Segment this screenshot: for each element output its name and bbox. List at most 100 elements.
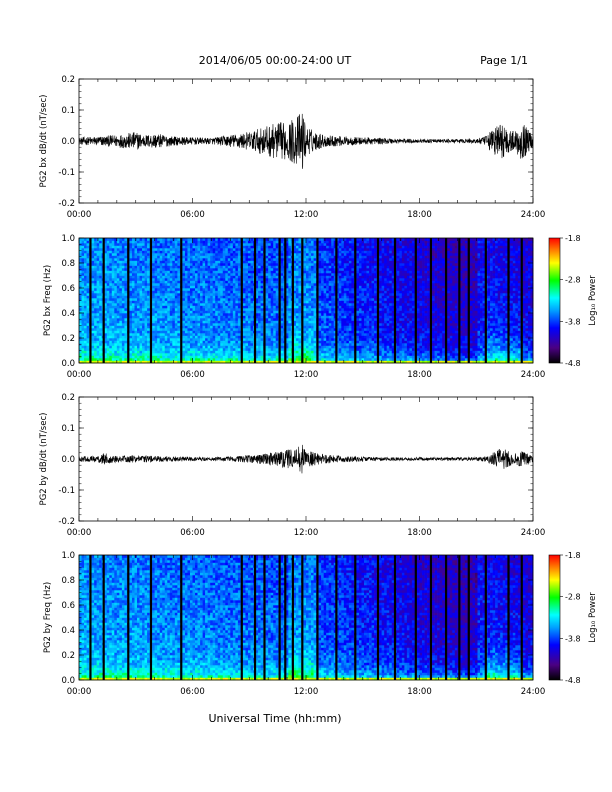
spectrogram-cell [139, 308, 143, 311]
spectrogram-cell [212, 338, 216, 341]
spectrogram-cell [86, 238, 90, 241]
spectrogram-cell [187, 325, 191, 329]
spectrogram-cell [195, 270, 198, 274]
spectrogram-cell [260, 303, 264, 306]
spectrogram-cell [202, 358, 206, 361]
spectrogram-cell [114, 360, 118, 364]
spectrogram-cell [116, 335, 120, 339]
spectrogram-cell [230, 320, 234, 324]
spectrogram-cell [81, 248, 85, 251]
spectrogram-cell [137, 278, 140, 281]
spectrogram-cell [114, 358, 118, 361]
spectrogram-cell [306, 273, 309, 276]
spectrogram-cell [177, 260, 181, 264]
spectrogram-cell [142, 293, 145, 296]
spectrogram-cell [308, 310, 312, 314]
spectrogram-cell [177, 290, 181, 294]
spectrogram-cell [250, 288, 254, 291]
spectrogram-cell [99, 360, 102, 364]
spectrogram-cell [230, 318, 234, 321]
spectrogram-cell [169, 313, 173, 316]
spectrogram-cell [285, 355, 289, 359]
spectrogram-cell [164, 253, 168, 256]
spectrogram-cell [298, 318, 302, 321]
spectrogram-cell [308, 335, 312, 339]
spectrogram-cell [94, 308, 97, 311]
spectrogram-cell [154, 260, 158, 264]
spectrogram-cell [265, 285, 269, 289]
spectrogram-cell [308, 275, 312, 279]
spectrogram-cell [154, 295, 158, 299]
spectrogram-cell [109, 298, 113, 301]
spectrogram-cell [121, 360, 125, 364]
spectrogram-cell [313, 283, 317, 286]
spectrogram-cell [235, 250, 239, 254]
spectrogram-cell [285, 288, 289, 291]
spectrogram-cell [152, 268, 155, 271]
spectrogram-cell [308, 285, 312, 289]
spectrogram-cell [177, 303, 181, 306]
spectrogram-cell [182, 293, 186, 296]
spectrogram-cell [268, 310, 271, 314]
spectrogram-cell [192, 283, 196, 286]
spectrogram-cell [212, 290, 216, 294]
spectrogram-cell [177, 305, 181, 309]
spectrogram-cell [298, 253, 302, 256]
spectrogram-cell [167, 270, 171, 274]
spectrogram-cell [197, 350, 201, 354]
spectrogram-cell [270, 298, 274, 301]
spectrogram-cell [245, 280, 249, 284]
spectrogram-cell [232, 348, 236, 351]
spectrogram-cell [104, 325, 108, 329]
spectrogram-cell [293, 335, 297, 339]
spectrogram-cell [220, 310, 224, 314]
spectrogram-cell [164, 360, 168, 364]
spectrogram-cell [114, 300, 118, 304]
spectrogram-cell [184, 315, 188, 319]
spectrogram-cell [86, 275, 90, 279]
spectrogram-cell [245, 350, 249, 354]
spectrogram-cell [81, 288, 85, 291]
spectrogram-cell [114, 348, 118, 351]
spectrogram-cell [104, 320, 108, 324]
spectrogram-cell [306, 313, 309, 316]
spectrogram-cell [225, 288, 229, 291]
spectrogram-cell [139, 310, 143, 314]
spectrogram-cell [258, 328, 261, 331]
spectrogram-cell [232, 358, 236, 361]
spectrogram-cell [235, 355, 239, 359]
spectrogram-cell [205, 348, 208, 351]
spectrogram-cell [167, 265, 171, 269]
spectrogram-cell [298, 338, 302, 341]
spectrogram-cell [99, 358, 102, 361]
spectrogram-cell [303, 265, 307, 269]
spectrogram-cell [227, 248, 231, 251]
spectrogram-cell [134, 355, 138, 359]
spectrogram-cell [137, 263, 140, 266]
spectrogram-cell [197, 253, 201, 256]
spectrogram-cell [124, 305, 128, 309]
spectrogram-cell [280, 310, 284, 314]
spectrogram-cell [217, 308, 221, 311]
spectrogram-cell [187, 310, 191, 314]
spectrogram-cell [159, 268, 163, 271]
spectrogram-cell [210, 285, 213, 289]
spectrogram-cell [230, 295, 234, 299]
spectrogram-cell [99, 310, 102, 314]
spectrogram-cell [121, 243, 125, 246]
spectrogram-cell [172, 275, 176, 279]
spectrogram-cell [212, 245, 216, 249]
spectrogram-cell [94, 255, 97, 259]
spectrogram-cell [270, 333, 274, 336]
spectrogram-cell [212, 313, 216, 316]
spectrogram-cell [137, 325, 140, 329]
spectrogram-cell [247, 313, 251, 316]
spectrogram-cell [225, 333, 229, 336]
spectrogram-cell [131, 265, 135, 269]
spectrogram-cell [200, 280, 203, 284]
spectrogram-cell [79, 338, 82, 341]
spectrogram-cell [212, 273, 216, 276]
spectrogram-cell [220, 353, 224, 356]
spectrogram-cell [99, 318, 102, 321]
spectrogram-cell [202, 353, 206, 356]
